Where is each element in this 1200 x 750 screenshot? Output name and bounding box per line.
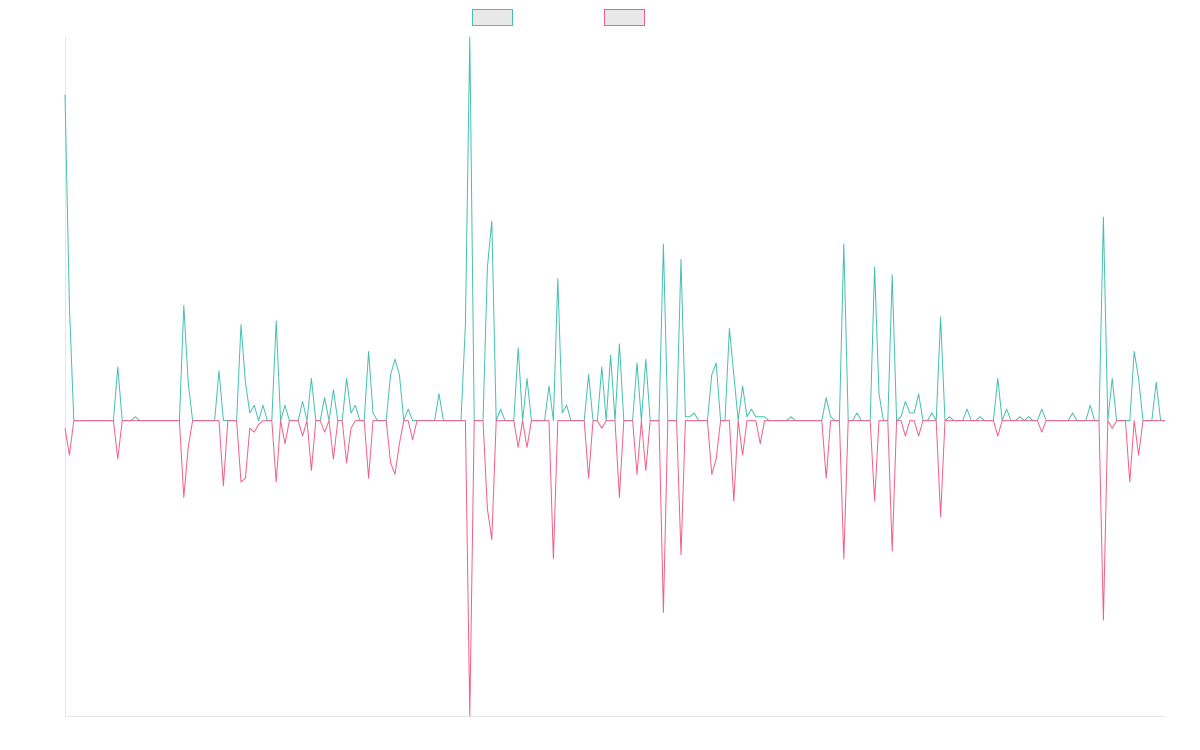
- legend-swatch: [604, 9, 645, 26]
- series-line: [64, 420, 1165, 717]
- series-line: [64, 36, 1165, 422]
- legend-swatch: [472, 9, 513, 26]
